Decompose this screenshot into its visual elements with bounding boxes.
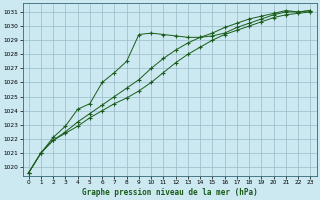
X-axis label: Graphe pression niveau de la mer (hPa): Graphe pression niveau de la mer (hPa) <box>82 188 257 197</box>
